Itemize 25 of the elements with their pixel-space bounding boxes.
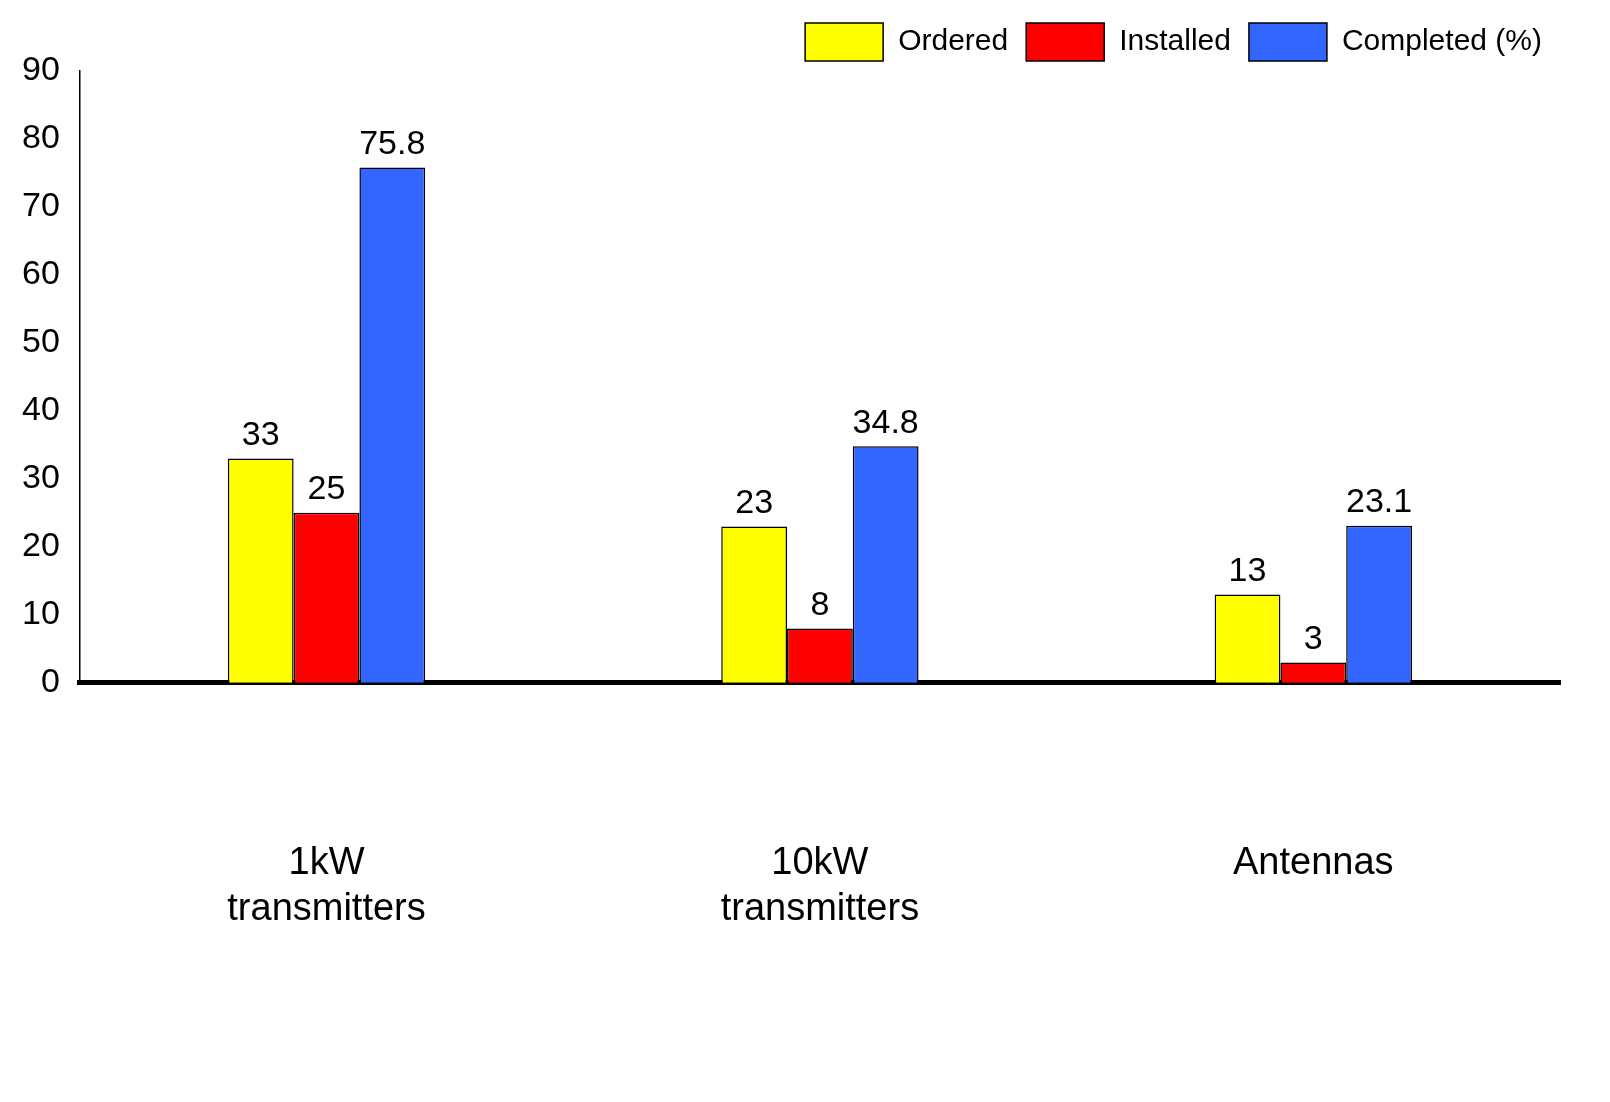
data-label: 23 bbox=[735, 481, 774, 520]
data-label: 13 bbox=[1228, 549, 1267, 588]
y-tick-label: 50 bbox=[21, 321, 60, 360]
legend-label: Completed (%) bbox=[1341, 23, 1543, 57]
data-label: 3 bbox=[1303, 617, 1323, 656]
x-tick-label: 10kW transmitters bbox=[720, 840, 920, 928]
data-label: 34.8 bbox=[852, 401, 919, 440]
y-tick-label: 60 bbox=[21, 253, 60, 292]
y-tick-label: 0 bbox=[40, 661, 60, 700]
legend-label: Ordered bbox=[898, 23, 1009, 57]
data-label: 25 bbox=[307, 468, 346, 507]
data-label: 33 bbox=[241, 413, 280, 452]
legend-label: Installed bbox=[1119, 23, 1231, 57]
y-tick-label: 10 bbox=[21, 593, 60, 632]
y-tick-label: 90 bbox=[21, 49, 60, 88]
y-tick-label: 80 bbox=[21, 117, 60, 156]
x-tick-label: 1kW transmitters bbox=[227, 840, 426, 928]
y-tick-label: 30 bbox=[21, 457, 60, 496]
data-label: 75.8 bbox=[359, 122, 426, 161]
data-label: 8 bbox=[810, 583, 830, 622]
y-tick-label: 40 bbox=[21, 389, 60, 428]
x-tick-label: Antennas bbox=[1233, 840, 1394, 883]
y-tick-label: 70 bbox=[21, 185, 60, 224]
y-tick-label: 20 bbox=[21, 525, 60, 564]
data-label: 23.1 bbox=[1346, 481, 1413, 520]
